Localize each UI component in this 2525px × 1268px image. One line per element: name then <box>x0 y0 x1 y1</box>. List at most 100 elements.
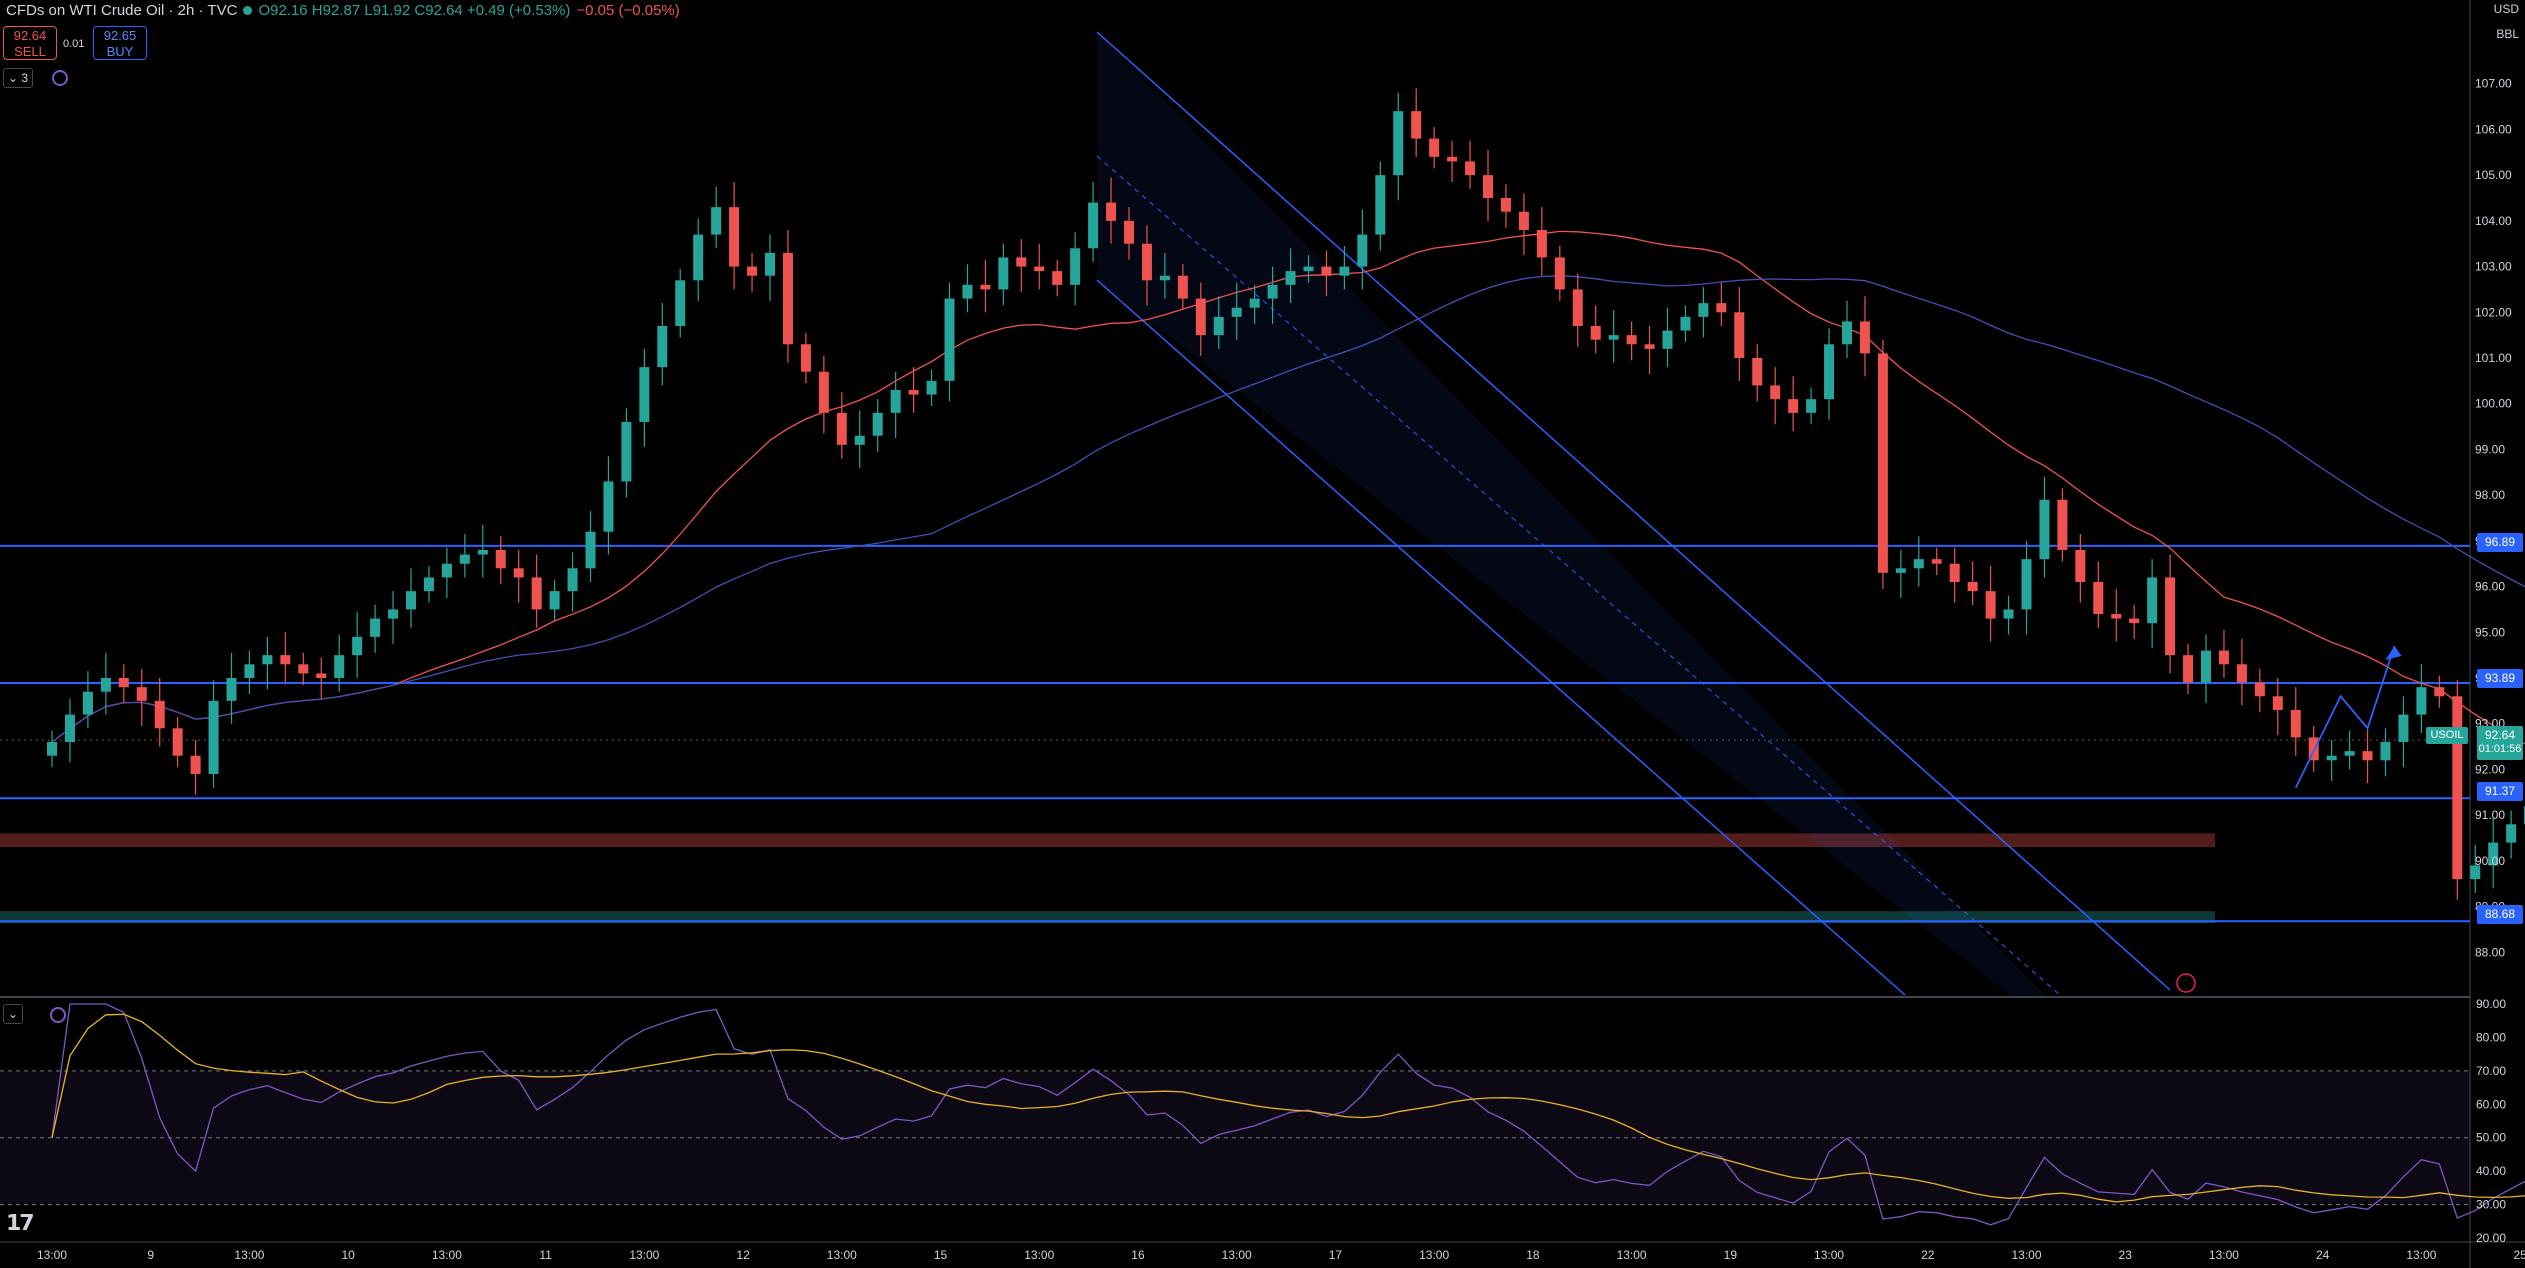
unit-label[interactable]: BBL <box>2496 27 2519 41</box>
candle-body <box>2039 499 2050 560</box>
price-tick-label: 102.00 <box>2475 305 2512 319</box>
tradingview-logo-icon[interactable]: 𝟭𝟳 <box>6 1210 35 1235</box>
candle-body <box>2021 559 2032 610</box>
symbol-price-tag: USOIL <box>2426 727 2468 744</box>
candle-body <box>2254 682 2265 697</box>
alert-icon <box>2176 973 2196 993</box>
candle-body <box>100 678 111 692</box>
candle-body <box>1124 220 1134 244</box>
candle-body <box>998 257 1009 290</box>
price-tick-label: 104.00 <box>2475 214 2512 228</box>
symbol-title[interactable]: CFDs on WTI Crude Oil · 2h · TVC <box>6 2 238 19</box>
rsi-tick-label: 70.00 <box>2476 1064 2506 1078</box>
time-tick-label: 12 <box>736 1248 750 1262</box>
candle-body <box>1967 582 1978 592</box>
candle-body <box>1806 399 1817 413</box>
level-label-93-89: 93.89 <box>2477 669 2523 688</box>
candle-body <box>406 591 416 610</box>
buy-label: BUY <box>106 44 134 59</box>
rsi-tick-label: 50.00 <box>2476 1131 2506 1145</box>
candle-body <box>1824 344 1835 400</box>
candle-body <box>854 435 865 445</box>
candle-body <box>621 422 632 482</box>
candle-body <box>1716 303 1727 313</box>
channel-mid <box>1096 155 2061 996</box>
channel-fill <box>1097 32 2045 995</box>
indicators-toggle[interactable]: ⌄ 3 <box>3 68 34 88</box>
candle-body <box>1141 243 1152 281</box>
candle-body <box>567 568 578 592</box>
candle-body <box>836 412 847 445</box>
ohlc-values: O92.16 H92.87 L91.92 C92.64 +0.49 (+0.53… <box>258 2 571 19</box>
candle-body <box>657 326 668 368</box>
bar-countdown: 01:01:56 <box>2478 743 2522 755</box>
rsi-tick-label: 60.00 <box>2476 1097 2506 1111</box>
rsi-tick-label: 90.00 <box>2476 997 2506 1011</box>
candle-body <box>1770 385 1781 400</box>
candle-body <box>2183 655 2194 683</box>
candle-body <box>765 252 775 276</box>
price-tick-label: 88.00 <box>2475 945 2505 959</box>
candle-body <box>962 284 973 299</box>
settings-gear-icon[interactable] <box>52 70 68 86</box>
price-tick-label: 95.00 <box>2475 625 2505 639</box>
candle-body <box>2147 577 2158 624</box>
candle-body <box>1447 156 1458 162</box>
candle-body <box>441 563 452 578</box>
rsi-pane-collapse[interactable]: ⌄ <box>3 1004 24 1024</box>
candle-body <box>388 609 399 619</box>
time-tick-label: 13:00 <box>37 1248 67 1262</box>
price-tick-label: 96.00 <box>2475 580 2505 594</box>
level-label-91-37: 91.37 <box>2477 782 2523 801</box>
time-tick-label: 22 <box>1921 1248 1935 1262</box>
candle-body <box>118 678 129 688</box>
candle-body <box>1195 298 1206 336</box>
time-tick-label: 13:00 <box>827 1248 857 1262</box>
time-tick-label: 11 <box>539 1248 552 1262</box>
rsi-settings-gear-icon[interactable] <box>50 1007 66 1023</box>
candle-body <box>1088 202 1099 249</box>
time-tick-label: 13:00 <box>234 1248 264 1262</box>
last-price-label: 92.64 01:01:56 <box>2477 726 2523 760</box>
candle-body <box>208 700 219 774</box>
projection-arrow <box>2294 645 2396 789</box>
time-tick-label: 13:00 <box>2011 1248 2041 1262</box>
candle-body <box>1159 275 1170 281</box>
candle-body <box>1842 321 1852 345</box>
candle-body <box>136 687 147 701</box>
market-open-icon <box>243 6 253 15</box>
candle-body <box>1357 234 1368 267</box>
candle-body <box>459 554 470 564</box>
candle-body <box>1231 307 1242 317</box>
candle-body <box>800 344 811 372</box>
price-tick-label: 100.00 <box>2475 397 2512 411</box>
ma-slow-line <box>51 275 2525 743</box>
candle-body <box>334 655 345 678</box>
time-tick-label: 13:00 <box>1617 1248 1647 1262</box>
sell-button[interactable]: 92.64 SELL <box>3 26 57 60</box>
time-tick-label: 13:00 <box>2209 1248 2239 1262</box>
candle-body <box>1177 275 1188 299</box>
candle-body <box>531 577 542 610</box>
candle-body <box>729 207 740 267</box>
candle-body <box>1249 298 1260 308</box>
candle-body <box>2236 664 2247 683</box>
rsi-ma-line <box>51 1013 2525 1203</box>
time-tick-label: 24 <box>2316 1248 2330 1262</box>
projection-arrow-head <box>2385 646 2402 660</box>
candle-body <box>64 714 75 742</box>
rsi-tick-label: 40.00 <box>2476 1164 2506 1178</box>
price-tick-label: 98.00 <box>2475 488 2505 502</box>
candle-body <box>1375 175 1386 235</box>
extra-change: −0.05 (−0.05%) <box>576 2 680 19</box>
candle-body <box>423 577 434 592</box>
rsi-tick-label: 20.00 <box>2476 1231 2506 1245</box>
price-tick-label: 101.00 <box>2475 351 2512 365</box>
chevron-down-icon: ⌄ <box>8 71 19 85</box>
candle-body <box>1052 271 1063 285</box>
zone-resistance <box>0 833 2215 848</box>
currency-label[interactable]: USD <box>2493 2 2519 16</box>
buy-button[interactable]: 92.65 BUY <box>93 26 147 60</box>
candle-body <box>1877 353 1888 573</box>
